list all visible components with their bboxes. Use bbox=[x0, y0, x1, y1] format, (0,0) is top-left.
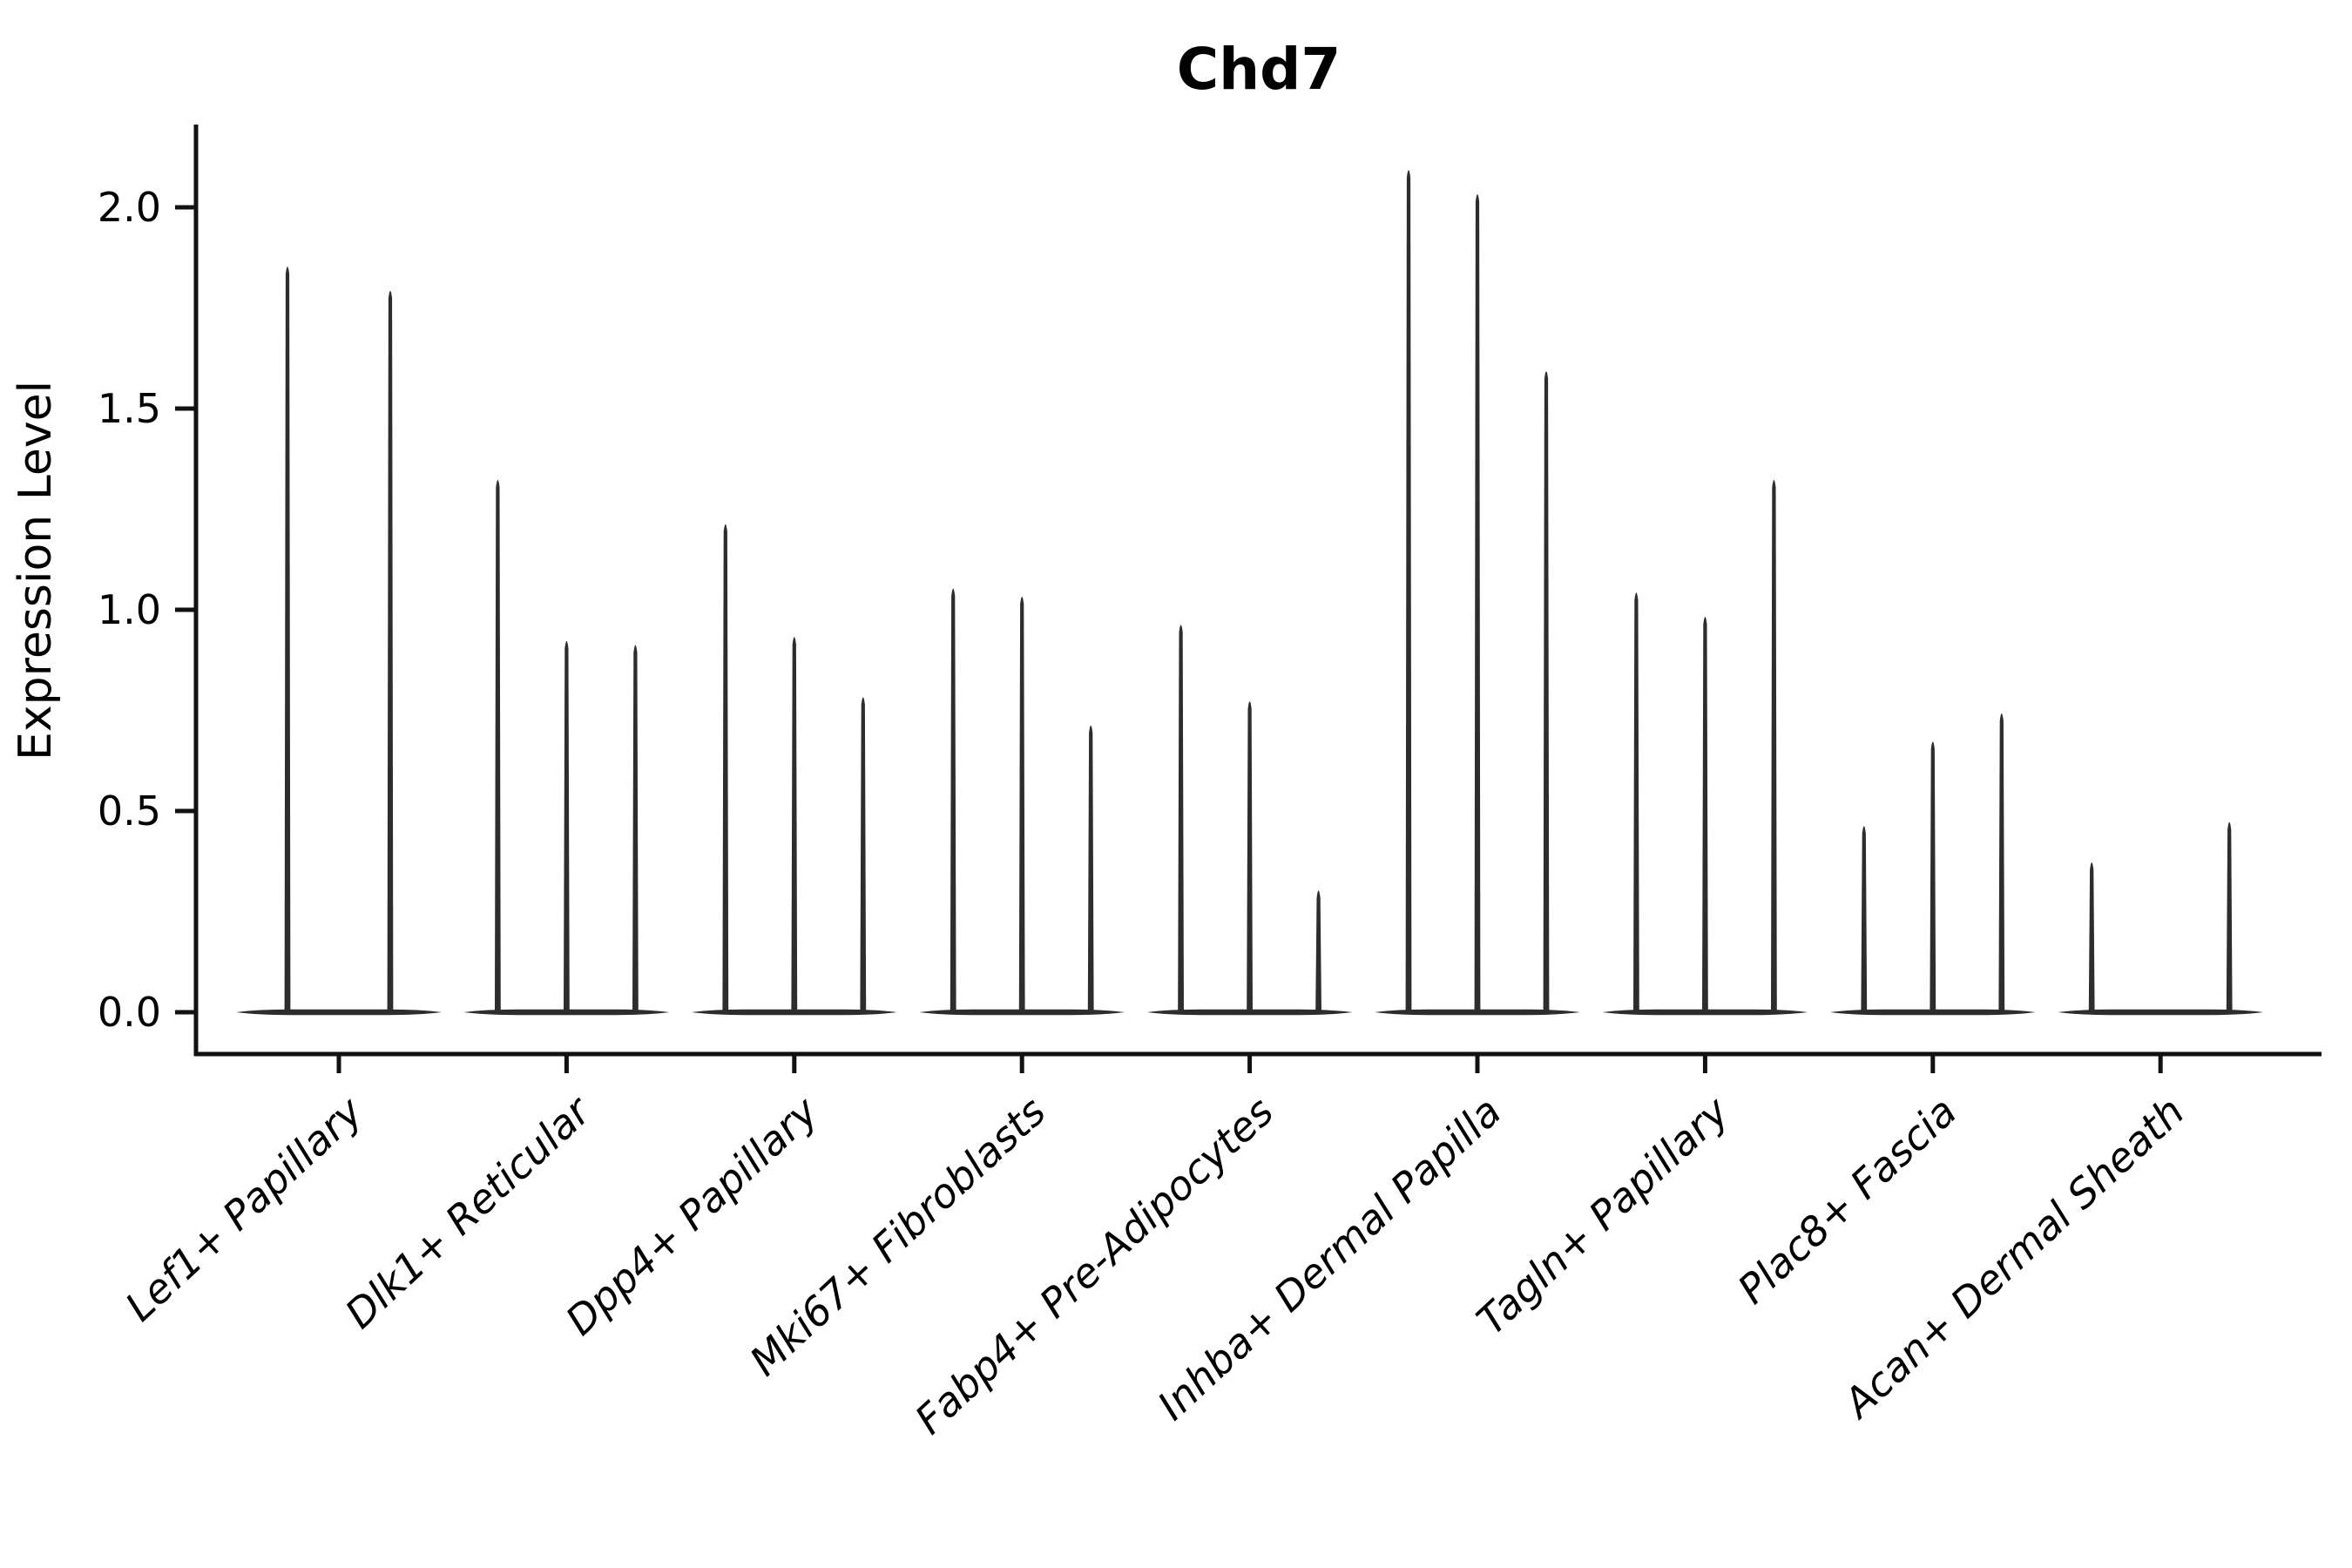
violin-group bbox=[463, 480, 670, 1016]
violin-spike bbox=[1315, 890, 1321, 1012]
violin-spike bbox=[1861, 826, 1868, 1012]
chart-title: Chd7 bbox=[1177, 36, 1342, 103]
x-category-label: Tagln+ Papillary bbox=[1468, 1087, 1739, 1344]
violin-group bbox=[919, 588, 1125, 1016]
x-category-label: Fabp4+ Pre-Adipocytes bbox=[906, 1088, 1282, 1443]
violin-spike bbox=[632, 645, 639, 1012]
violin-spike bbox=[860, 697, 867, 1012]
violin-baseline bbox=[2058, 1009, 2264, 1016]
violin-group bbox=[1375, 170, 1580, 1016]
violin-baseline bbox=[236, 1009, 442, 1016]
violin-spike bbox=[1405, 170, 1412, 1013]
violin-group bbox=[1829, 713, 2036, 1016]
violin-spike bbox=[722, 524, 729, 1012]
violin-spike bbox=[1247, 701, 1253, 1012]
x-axis-ticks bbox=[336, 1054, 2163, 1073]
y-tick-label: 0.0 bbox=[98, 989, 161, 1036]
violin-spike bbox=[1633, 592, 1639, 1012]
violin-spike bbox=[1543, 371, 1550, 1012]
y-tick-label: 2.0 bbox=[98, 184, 161, 231]
x-category-label: Dpp4+ Papillary bbox=[557, 1087, 828, 1344]
y-axis-ticks: 0.0 0.5 1.0 1.5 2.0 bbox=[98, 184, 196, 1036]
violin-group bbox=[236, 267, 442, 1016]
violin-spike bbox=[2226, 821, 2233, 1012]
violin-spike bbox=[564, 640, 570, 1012]
violin-spike bbox=[1771, 480, 1777, 1012]
violin-group bbox=[1602, 480, 1808, 1016]
axes-layer bbox=[193, 125, 2322, 1057]
violin-spike bbox=[1474, 194, 1481, 1012]
violin-spike bbox=[1930, 741, 1936, 1012]
violin-spike bbox=[495, 480, 501, 1012]
violin-group bbox=[1146, 625, 1353, 1016]
violins-layer bbox=[236, 170, 2264, 1016]
violin-spike bbox=[1087, 725, 1094, 1012]
y-tick-label: 1.0 bbox=[98, 586, 161, 633]
y-tick-label: 0.5 bbox=[98, 787, 161, 835]
violin-group bbox=[2058, 821, 2264, 1016]
violin-spike bbox=[791, 637, 798, 1012]
y-tick-label: 1.5 bbox=[98, 385, 161, 432]
violin-spike bbox=[284, 267, 291, 1012]
violin-group bbox=[691, 524, 897, 1016]
violin-spike bbox=[1018, 597, 1025, 1012]
violin-spike bbox=[2088, 862, 2095, 1012]
x-category-label: Lef1+ Papillary bbox=[116, 1087, 372, 1330]
violin-spike bbox=[1998, 713, 2005, 1012]
y-axis-label: Expression Level bbox=[10, 381, 62, 760]
violin-spike bbox=[387, 290, 394, 1012]
violin-spike bbox=[1702, 617, 1708, 1012]
violin-spike bbox=[1178, 625, 1184, 1012]
x-category-label: Plac8+ Fascia bbox=[1728, 1088, 1965, 1314]
x-category-label: Dlk1+ Reticular bbox=[336, 1085, 601, 1337]
violin-spike bbox=[950, 588, 956, 1012]
